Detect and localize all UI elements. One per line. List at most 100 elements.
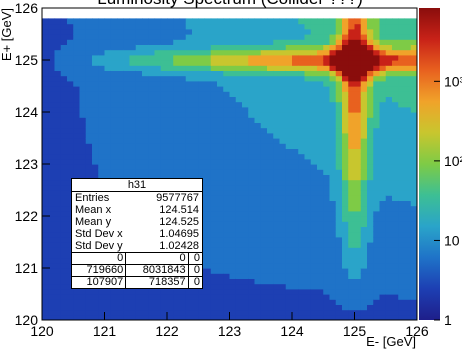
heatmap-cell: [223, 28, 231, 35]
heatmap-cell: [335, 132, 343, 139]
heatmap-cell: [379, 309, 387, 316]
heatmap-cell: [273, 184, 281, 191]
heatmap-cell: [129, 34, 137, 40]
heatmap-cell: [329, 39, 337, 45]
heatmap-cell: [67, 153, 74, 160]
heatmap-cell: [392, 195, 399, 201]
heatmap-cell: [385, 268, 393, 274]
heatmap-cell: [60, 205, 68, 212]
heatmap-cell: [110, 127, 118, 134]
heatmap-cell: [385, 200, 393, 207]
heatmap-cell: [323, 257, 331, 264]
heatmap-cell: [404, 18, 412, 25]
heatmap-cell: [292, 132, 299, 139]
heatmap-cell: [248, 148, 256, 155]
heatmap-cell: [229, 216, 237, 222]
heatmap-cell: [323, 226, 331, 233]
heatmap-cell: [67, 127, 74, 134]
stats-std-y: Std Dev y 1.02428: [75, 240, 199, 252]
heatmap-cell: [304, 216, 312, 222]
heatmap-cell: [373, 44, 381, 51]
heatmap-cell: [179, 44, 187, 51]
heatmap-cell: [392, 200, 399, 207]
heatmap-cell: [292, 262, 299, 269]
heatmap-cell: [135, 101, 143, 108]
heatmap-cell: [279, 28, 287, 35]
heatmap-cell: [342, 122, 349, 129]
heatmap-cell: [329, 226, 337, 233]
heatmap-cell: [48, 44, 56, 51]
heatmap-cell: [223, 54, 231, 61]
heatmap-cell: [342, 309, 349, 316]
heatmap-cell: [335, 75, 343, 82]
heatmap-cell: [373, 231, 381, 238]
heatmap-cell: [123, 158, 131, 165]
heatmap-cell: [323, 80, 331, 87]
heatmap-cell: [160, 23, 168, 30]
heatmap-cell: [142, 86, 149, 92]
heatmap-cell: [342, 86, 349, 92]
heatmap-cell: [323, 101, 331, 108]
heatmap-cell: [367, 304, 374, 311]
heatmap-cell: [273, 226, 281, 233]
heatmap-cell: [223, 268, 231, 274]
heatmap-cell: [110, 80, 118, 87]
heatmap-cell: [104, 153, 112, 160]
heatmap-cell: [304, 314, 312, 320]
heatmap-cell: [210, 44, 218, 51]
heatmap-cell: [154, 44, 162, 51]
heatmap-cell: [348, 200, 356, 207]
heatmap-cell: [142, 164, 149, 170]
heatmap-cell: [304, 179, 312, 186]
heatmap-cell: [142, 158, 149, 165]
heatmap-cell: [60, 28, 68, 35]
heatmap-cell: [110, 75, 118, 82]
heatmap-cell: [317, 60, 324, 66]
heatmap-cell: [92, 44, 99, 51]
heatmap-cell: [179, 70, 187, 77]
heatmap-cell: [223, 18, 231, 25]
heatmap-cell: [198, 127, 206, 134]
heatmap-cell: [117, 309, 124, 316]
heatmap-cell: [248, 273, 256, 279]
heatmap-cell: [185, 153, 193, 160]
heatmap-cell: [373, 34, 381, 40]
heatmap-cell: [342, 23, 349, 30]
heatmap-cell: [335, 190, 343, 196]
heatmap-cell: [42, 247, 49, 253]
heatmap-cell: [104, 49, 112, 56]
heatmap-cell: [292, 54, 299, 61]
heatmap-cell: [354, 200, 362, 207]
heatmap-cell: [392, 294, 399, 300]
y-tick-label: 123: [15, 156, 39, 172]
heatmap-cell: [42, 148, 49, 155]
heatmap-cell: [248, 28, 256, 35]
heatmap-cell: [379, 314, 387, 320]
heatmap-cell: [354, 70, 362, 77]
heatmap-cell: [185, 299, 193, 305]
heatmap-cell: [104, 164, 112, 170]
heatmap-cell: [354, 34, 362, 40]
heatmap-cell: [160, 106, 168, 113]
heatmap-cell: [67, 299, 74, 305]
heatmap-cell: [123, 309, 131, 316]
heatmap-cell: [267, 86, 274, 92]
heatmap-cell: [210, 190, 218, 196]
heatmap-cell: [48, 294, 56, 300]
heatmap-cell: [54, 268, 62, 274]
heatmap-cell: [204, 210, 212, 217]
heatmap-cell: [254, 112, 262, 118]
heatmap-cell: [242, 210, 249, 217]
heatmap-cell: [323, 112, 331, 118]
heatmap-cell: [204, 117, 212, 123]
heatmap-cell: [317, 304, 324, 311]
heatmap-cell: [317, 216, 324, 222]
heatmap-cell: [104, 106, 112, 113]
heatmap-cell: [279, 91, 287, 97]
heatmap-cell: [248, 153, 256, 160]
heatmap-cell: [67, 39, 74, 45]
heatmap-cell: [373, 179, 381, 186]
heatmap-cell: [260, 174, 268, 181]
heatmap-cell: [79, 309, 87, 316]
heatmap-cell: [192, 96, 199, 103]
